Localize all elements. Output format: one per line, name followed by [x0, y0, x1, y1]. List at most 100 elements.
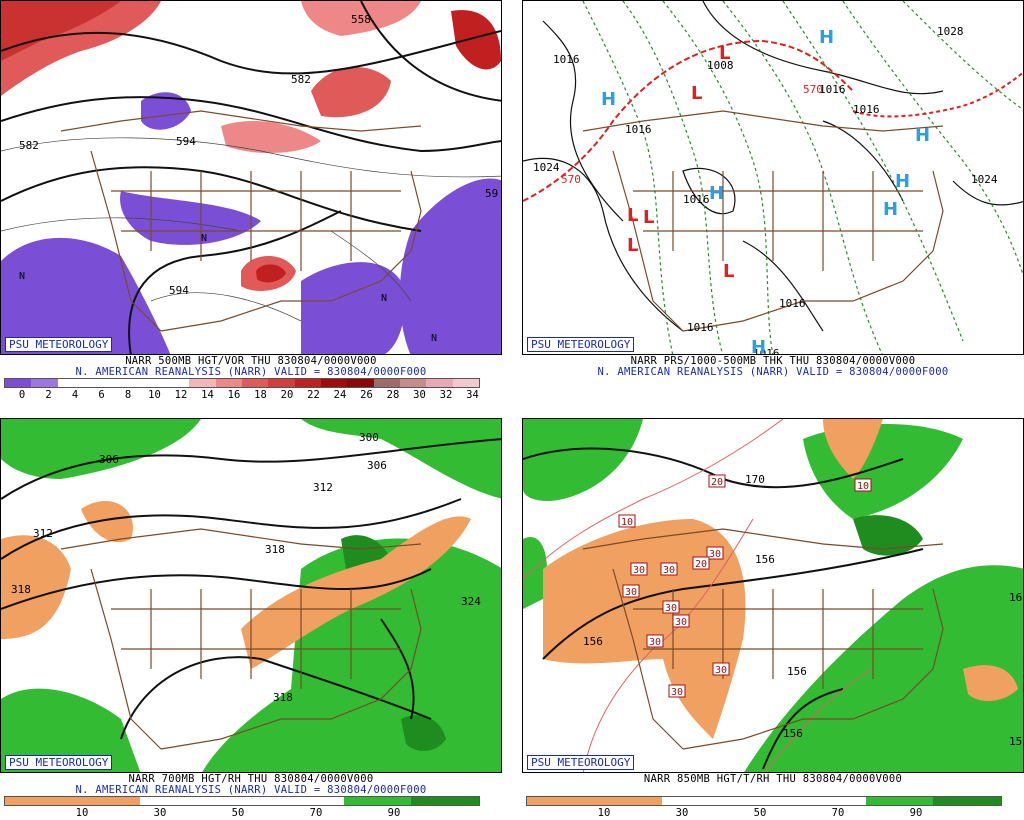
colorbar-ticks: 0 2 4 6 8 10 12 14 16 18 20 22 24 26 28 30 32 34 [4, 389, 480, 401]
colorbar-tick-label: 30 [153, 807, 167, 819]
thickness-label: 570 [561, 173, 581, 186]
psu-badge: PSU METEOROLOGY [5, 755, 113, 770]
contour-label: 318 [273, 691, 293, 704]
temp-label: 30 [665, 603, 677, 614]
isobar-label: 1016 [553, 53, 580, 66]
colorbar-tick-label: 50 [753, 807, 767, 819]
colorbar-tick-label: 6 [98, 389, 105, 401]
colorbar-ticks: 10 30 50 70 90 [526, 807, 1002, 819]
colorbar-swatch [452, 379, 479, 387]
panel-subtitle: N. AMERICAN REANALYSIS (NARR) VALID = 83… [75, 366, 427, 378]
panel-subtitle: N. AMERICAN REANALYSIS (NARR) VALID = 83… [75, 784, 427, 796]
contour-label: 15 [1009, 735, 1022, 748]
temp-label: 30 [663, 565, 675, 576]
panel-title: NARR PRS/1000-500MB THK THU 830804/0000V… [630, 355, 916, 367]
contour-label: 156 [783, 727, 803, 740]
colorbar-swatch [275, 797, 344, 805]
contour-label: 156 [787, 665, 807, 678]
temp-label: 20 [711, 477, 723, 488]
contour-label: 16 [1009, 591, 1022, 604]
colorbar-tick-label: 10 [597, 807, 611, 819]
panel-subtitle: N. AMERICAN REANALYSIS (NARR) VALID = 83… [597, 366, 949, 378]
contour-label: 594 [169, 284, 189, 297]
rh-dry-west [1, 535, 71, 639]
colorbar-swatch [797, 797, 866, 805]
colorbar-tick-label: 30 [413, 389, 426, 401]
contour-label: 306 [99, 453, 119, 466]
colorbar-tick-label: 2 [45, 389, 52, 401]
contour-label: 324 [461, 595, 481, 608]
rh-dry-band [241, 516, 471, 669]
colorbar-swatch [865, 797, 934, 805]
temp-label: 30 [649, 637, 661, 648]
colorbar-swatch [320, 379, 348, 387]
colorbar-swatch [189, 379, 216, 387]
colorbar-tick-label: 90 [387, 807, 401, 819]
colorbar-swatch [31, 379, 58, 387]
colorbar-tick-label: 28 [386, 389, 400, 401]
colorbar-tick-label: 24 [333, 389, 347, 401]
contour-label: 306 [367, 459, 387, 472]
colorbar-rh-850 [526, 796, 1002, 806]
colorbar-tick-label: 14 [201, 389, 214, 401]
psu-badge: PSU METEOROLOGY [527, 337, 635, 352]
contour-label: 300 [359, 431, 379, 444]
thickness-label: 570 [803, 83, 823, 96]
vort-neg-atlantic [399, 178, 501, 354]
panel-pressure-thickness: 1016 1008 1016 1016 1024 570 1016 1016 1… [522, 0, 1024, 402]
map-pressure-svg: 1016 1008 1016 1016 1024 570 1016 1016 1… [523, 1, 1023, 354]
colorbar-tick-label: 0 [18, 389, 26, 401]
isobar-label: 1024 [971, 173, 998, 186]
contour-label: 558 [351, 13, 371, 26]
temp-label: 10 [621, 517, 633, 528]
thickness-570-east [852, 71, 1023, 118]
isobar-label: 1016 [687, 321, 714, 334]
isobar-label: 1016 [819, 83, 846, 96]
low-pressure-icon: L [691, 83, 702, 104]
low-pressure-icon: L [719, 43, 730, 64]
high-pressure-icon: H [601, 89, 616, 110]
colorbar-swatch [5, 379, 32, 387]
rh-moist-northwest [523, 419, 643, 501]
contour-label: N [381, 293, 387, 304]
colorbar-swatch [594, 797, 663, 805]
temp-label: 30 [675, 617, 687, 628]
colorbar-tick-label: 8 [124, 389, 132, 401]
colorbar-swatch [57, 379, 84, 387]
high-pressure-icon: H [709, 183, 724, 204]
contour-label: 156 [755, 553, 775, 566]
colorbar-swatch [5, 797, 73, 805]
temp-label: 20 [695, 559, 707, 570]
panel-850mb-rh: 170 156 156 156 156 16 15 20 10 10 30 30 [522, 418, 1024, 820]
colorbar-tick-label: 32 [439, 389, 453, 401]
colorbar-tick-label: 18 [254, 389, 267, 401]
colorbar-swatch [268, 379, 295, 387]
colorbar-swatch [343, 797, 412, 805]
colorbar-swatch [347, 379, 374, 387]
colorbar-swatch [208, 797, 276, 805]
rh-moist-north [1, 419, 201, 479]
isobar-label: 1016 [779, 297, 806, 310]
colorbar-tick-label: 4 [71, 389, 79, 401]
map-pressure: 1016 1008 1016 1016 1024 570 1016 1016 1… [522, 0, 1024, 355]
rh-dry-southwest [543, 519, 746, 739]
isobar-label: 1008 [707, 59, 734, 72]
colorbar-tick-label: 70 [831, 807, 845, 819]
contour-label: 312 [33, 527, 53, 540]
temp-label: 30 [625, 587, 637, 598]
contour-label: 594 [176, 135, 196, 148]
colorbar-swatch [933, 797, 1002, 805]
panel-title: NARR 500MB HGT/VOR THU 830804/0000V000 [125, 355, 377, 367]
low-pressure-icon: L [643, 207, 654, 228]
colorbar-swatch [162, 379, 190, 387]
map-700mb-svg: 300 306 306 312 312 318 318 318 324 [1, 419, 501, 772]
map-500mb: 558 582 582 594 594 59 N N N N PSU METEO… [0, 0, 502, 355]
contour-label: N [201, 233, 207, 244]
colorbar-swatch [215, 379, 242, 387]
isobar-label: 1024 [533, 161, 560, 174]
colorbar-swatch [411, 797, 480, 805]
map-500mb-svg: 558 582 582 594 594 59 N N N N [1, 1, 501, 354]
colorbar-tick-label: 34 [466, 389, 479, 401]
colorbar-ticks: 10 30 50 70 90 [4, 807, 480, 819]
colorbar-swatch [662, 797, 731, 805]
